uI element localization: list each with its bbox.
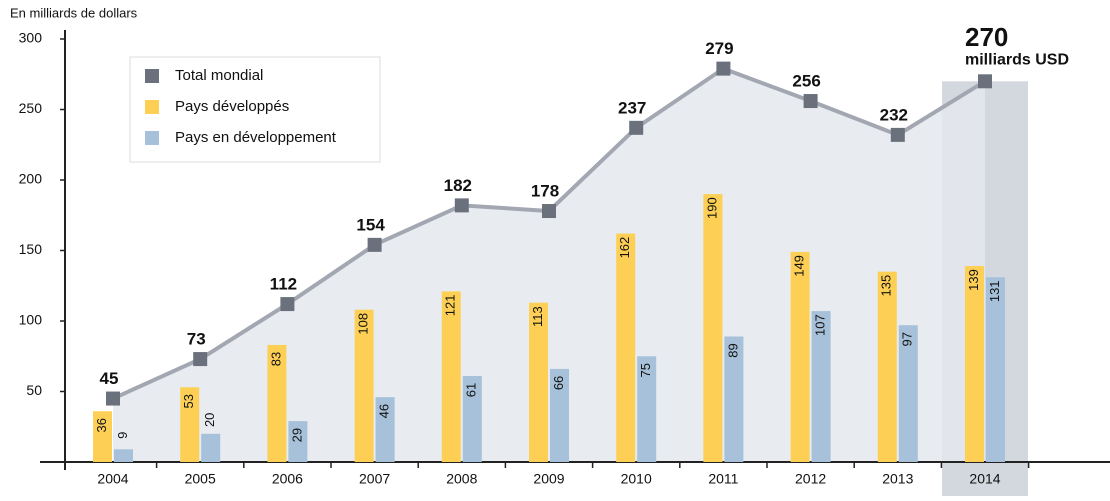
value-label: 113	[530, 306, 545, 327]
chart-subtitle: En milliards de dollars	[10, 5, 138, 20]
value-label: 36	[94, 418, 109, 432]
value-label: 73	[187, 330, 206, 349]
legend-swatch	[145, 69, 159, 83]
y-tick-label: 250	[19, 100, 43, 116]
bar	[114, 449, 133, 462]
bar	[93, 411, 112, 462]
x-tick-label: 2008	[446, 471, 477, 487]
bar	[441, 291, 461, 462]
x-tick-label: 2005	[185, 471, 216, 487]
legend-label: Pays développés	[175, 98, 289, 115]
bar	[724, 336, 744, 462]
bar	[354, 309, 374, 462]
value-label: 112	[270, 275, 297, 294]
value-label: 45	[100, 369, 119, 388]
x-tick-label: 2009	[533, 471, 564, 487]
value-label: 237	[618, 98, 646, 117]
area	[113, 68, 985, 463]
bar	[529, 302, 548, 462]
value-label: 162	[617, 237, 632, 259]
value-label: 135	[879, 275, 894, 297]
x-tick-label: 2006	[272, 471, 303, 487]
bar	[462, 375, 482, 462]
legend-box	[129, 56, 381, 163]
x-tick-label: 2010	[621, 471, 652, 487]
value-label: 9	[115, 432, 130, 439]
bar	[550, 368, 569, 462]
y-tick-label: 300	[19, 30, 43, 46]
bar	[616, 233, 636, 462]
bar	[703, 194, 723, 462]
marker	[106, 391, 120, 406]
bar	[965, 266, 984, 462]
marker	[367, 237, 382, 252]
value-label: 139	[966, 269, 981, 291]
legend-label: Pays en développement	[175, 129, 337, 146]
value-label: 279	[705, 39, 733, 58]
value-label: 20	[202, 413, 217, 427]
bar	[267, 344, 287, 462]
y-tick-label: 200	[19, 171, 43, 187]
value-label: 178	[531, 182, 559, 201]
value-label: 75	[638, 363, 653, 377]
annotation: milliards USD	[965, 52, 1069, 69]
value-label: 97	[900, 332, 915, 346]
bar	[811, 311, 831, 462]
bar	[201, 433, 221, 462]
value-label: 182	[444, 176, 472, 195]
value-label: 53	[181, 394, 196, 408]
bar	[986, 277, 1005, 462]
x-tick-label: 2013	[882, 471, 913, 487]
value-label: 66	[551, 376, 566, 390]
marker	[542, 204, 556, 219]
x-tick-label: 2014	[969, 471, 1000, 487]
legend-swatch	[145, 131, 159, 145]
x-tick-label: 2011	[708, 471, 738, 487]
bar	[898, 325, 918, 462]
marker	[454, 198, 469, 213]
value-label: 61	[464, 383, 479, 397]
value-label: 29	[289, 428, 304, 442]
legend-swatch	[145, 100, 159, 114]
y-tick-label: 100	[19, 312, 43, 328]
bar	[790, 251, 810, 462]
x-tick-label: 2004	[97, 471, 128, 487]
value-label: 149	[792, 255, 807, 277]
value-label: 270	[965, 22, 1008, 52]
value-label: 232	[880, 105, 908, 124]
value-label: 121	[443, 295, 458, 317]
value-label: 131	[987, 280, 1002, 302]
value-label: 108	[356, 313, 371, 335]
marker	[629, 120, 644, 135]
value-label: 107	[813, 314, 828, 336]
value-label: 256	[792, 72, 820, 91]
marker	[890, 127, 905, 142]
marker	[280, 297, 295, 312]
legend-label: Total mondial	[175, 67, 263, 84]
marker	[193, 352, 208, 367]
x-tick-label: 2012	[795, 471, 826, 487]
y-tick-label: 150	[19, 241, 43, 257]
marker	[716, 61, 731, 76]
x-tick-label: 2007	[359, 471, 390, 487]
y-tick-label: 50	[26, 382, 42, 398]
marker	[978, 74, 992, 89]
marker	[803, 94, 818, 109]
bar	[180, 387, 200, 462]
value-label: 154	[356, 215, 385, 234]
value-label: 46	[377, 404, 392, 418]
bar	[288, 421, 308, 462]
value-label: 190	[704, 197, 719, 219]
value-label: 89	[725, 343, 740, 357]
value-label: 83	[268, 352, 283, 366]
bar	[877, 271, 897, 462]
bar	[637, 356, 657, 462]
bar	[375, 397, 395, 462]
